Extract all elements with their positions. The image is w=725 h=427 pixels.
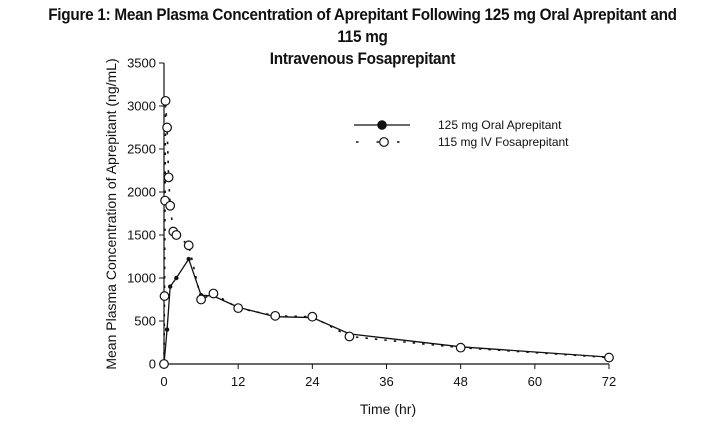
data-point-iv [159, 291, 170, 301]
y-tick-label: 1000 [127, 271, 156, 286]
data-point-iv [196, 294, 206, 305]
y-tick-label: 2000 [127, 185, 156, 200]
data-point-iv [171, 230, 182, 240]
data-point-iv [163, 172, 174, 183]
x-tick-label: 36 [379, 374, 393, 389]
chart-title: Figure 1: Mean Plasma Concentration of A… [36, 4, 689, 70]
data-point-iv [233, 303, 244, 314]
y-tick-label: 3500 [127, 56, 156, 71]
data-point-iv [159, 359, 169, 369]
y-tick-label: 1500 [127, 228, 156, 243]
data-point-iv [604, 352, 614, 363]
chart-title-line2: Intravenous Fosaprepitant [269, 49, 456, 68]
data-point-iv [165, 200, 176, 211]
data-point-iv [160, 95, 171, 106]
y-tick-label: 500 [134, 314, 156, 329]
x-tick-label: 12 [231, 374, 245, 389]
y-axis-label: Mean Plasma Concentration of Aprepitant … [103, 58, 119, 369]
data-point-oral [167, 284, 173, 289]
data-point-oral [186, 256, 191, 262]
x-tick-label: 48 [453, 374, 467, 389]
data-point-iv [307, 311, 318, 322]
chart-title-line1: Figure 1: Mean Plasma Concentration of A… [48, 5, 677, 46]
series-line-oral [163, 257, 610, 365]
data-point-oral [164, 327, 170, 332]
legend: 125 mg Oral Aprepitant 115 mg IV Fosaprep… [354, 118, 569, 149]
x-tick-label: 60 [528, 374, 542, 389]
data-point-iv [183, 240, 194, 251]
data-point-iv [270, 310, 281, 321]
series-layer [159, 95, 614, 369]
x-tick-label: 0 [160, 374, 167, 389]
axes: 0 500 1000 1500 2000 2500 3000 3500 0 12 24 36 48 60 7… [127, 56, 616, 390]
y-tick-label: 2500 [127, 142, 156, 157]
legend-label-oral: 125 mg Oral Aprepitant [438, 118, 562, 132]
x-axis-label: Time (hr) [360, 401, 416, 417]
y-tick-label: 0 [149, 357, 156, 372]
legend-marker-oral [377, 120, 387, 130]
data-point-iv [455, 342, 466, 353]
legend-label-iv: 115 mg IV Fosaprepitant [438, 135, 569, 149]
data-point-iv [208, 288, 219, 299]
legend-marker-iv [379, 137, 389, 147]
y-tick-label: 3000 [127, 99, 156, 114]
data-point-oral [174, 275, 179, 281]
x-tick-label: 72 [602, 374, 616, 389]
data-point-iv [162, 122, 172, 133]
data-point-iv [344, 331, 355, 342]
x-tick-label: 24 [305, 374, 319, 389]
